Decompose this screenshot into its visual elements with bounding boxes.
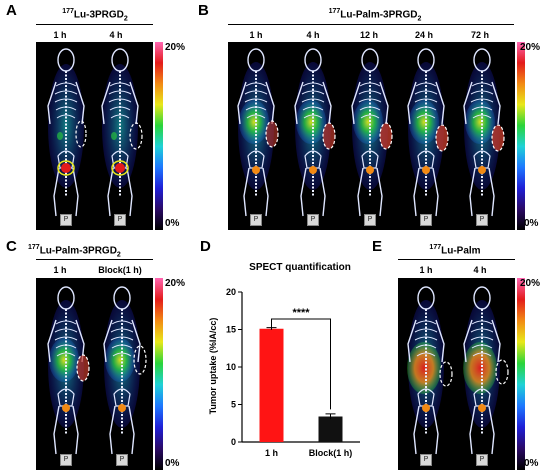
panel-e-spect-image: P P [398,278,515,470]
colorbar-b-max: 20% [520,42,541,53]
panel-c-time-2: Block(1 h) [98,265,142,275]
colorbar-e-max: 20% [520,278,541,289]
colorbar-a [155,42,163,230]
colorbar-c [155,278,163,470]
panel-label-b: B [198,2,209,19]
panel-a-title-sup: 177 [62,8,74,15]
badge-e2: P [476,454,488,466]
panel-c-title-main: Lu-Palm-3PRGD [39,245,117,257]
panel-e-time-2: 4 h [473,265,487,275]
panel-b-time-5: 72 h [470,30,489,40]
badge-b5: P [476,214,488,226]
panel-a-rule [36,24,153,25]
panel-c-time-1: 1 h [53,265,67,275]
panel-e-title-main: Lu-Palm [441,245,481,257]
panel-b-time-3: 12 h [359,30,378,40]
panel-c-title-sup: 177 [28,244,40,251]
panel-b-title-sub: 2 [417,15,422,23]
tumor-outlines-b [265,120,505,152]
y-tick-label-3: 15 [226,325,236,335]
panel-a-spect-image: P P [36,42,153,230]
panel-label-c: C [6,238,17,255]
panel-e-title: 177Lu-Palm [400,244,510,256]
colorbar-b [517,42,525,230]
panel-label-d: D [200,238,211,255]
panel-c-title: 177Lu-Palm-3PRGD2 [28,244,158,258]
panel-b-title-sup: 177 [328,8,341,15]
badge-b3: P [364,214,376,226]
panel-a-time-1: 1 h [53,30,67,40]
badge-b4: P [420,214,432,226]
panel-e-rule [398,259,515,260]
panel-label-e: E [372,238,383,255]
tumor-outlines-c [76,345,147,382]
panel-b-spect-image: P P P P P [228,42,515,230]
colorbar-c-min: 0% [165,458,180,469]
tumor-outlines-a [75,120,143,150]
panel-b-time-4: 24 h [414,30,433,40]
colorbar-a-min: 0% [165,218,180,229]
badge-c2: P [116,454,128,466]
significance-label: **** [292,307,310,319]
panel-c-rule [36,259,153,260]
panel-c-title-sub: 2 [116,251,121,259]
bar-1 [318,416,343,442]
y-axis-label: Tumor uptake (%IA/cc) [208,318,218,415]
bar-0 [259,328,284,442]
chart-title: SPECT quantification [249,262,351,273]
x-tick-label-1: Block(1 h) [309,448,353,458]
y-tick-label-2: 10 [226,362,236,372]
panel-a-title-sub: 2 [123,15,128,23]
significance-bracket [271,318,331,410]
panel-c-spect-image: P P [36,278,153,470]
y-tick-label-0: 0 [231,437,236,447]
badge-e1: P [420,454,432,466]
panel-a-time-2: 4 h [109,30,123,40]
panel-b-title-main: Lu-Palm-3PRGD [340,9,418,21]
y-tick-label-1: 5 [231,400,236,410]
colorbar-e-min: 0% [524,458,539,469]
panel-e-time-1: 1 h [419,265,433,275]
colorbar-a-max: 20% [165,42,186,53]
colorbar-b-min: 0% [524,218,539,229]
panel-a-title: 177Lu-3PRGD2 [40,8,150,22]
panel-a-title-main: Lu-3PRGD [73,9,124,21]
panel-b-title: 177Lu-Palm-3PRGD2 [310,8,440,22]
panel-label-a: A [6,2,17,19]
panel-b-time-2: 4 h [306,30,320,40]
x-tick-label-0: 1 h [265,448,278,458]
panel-b-rule [228,24,514,25]
badge-a1: P [60,214,72,226]
badge-b2: P [307,214,319,226]
bar-chart: SPECT quantification Tumor uptake (%IA/c… [208,262,360,458]
panel-e-title-sup: 177 [429,244,442,251]
colorbar-c-max: 20% [165,278,186,289]
tumor-outlines-e [439,359,509,387]
badge-b1: P [250,214,262,226]
badge-a2: P [114,214,126,226]
y-tick-label-4: 20 [226,287,236,297]
badge-c1: P [60,454,72,466]
panel-b-time-1: 1 h [249,30,263,40]
chart-marks: 1 h Block(1 h) **** [259,307,353,458]
colorbar-e [517,278,525,470]
